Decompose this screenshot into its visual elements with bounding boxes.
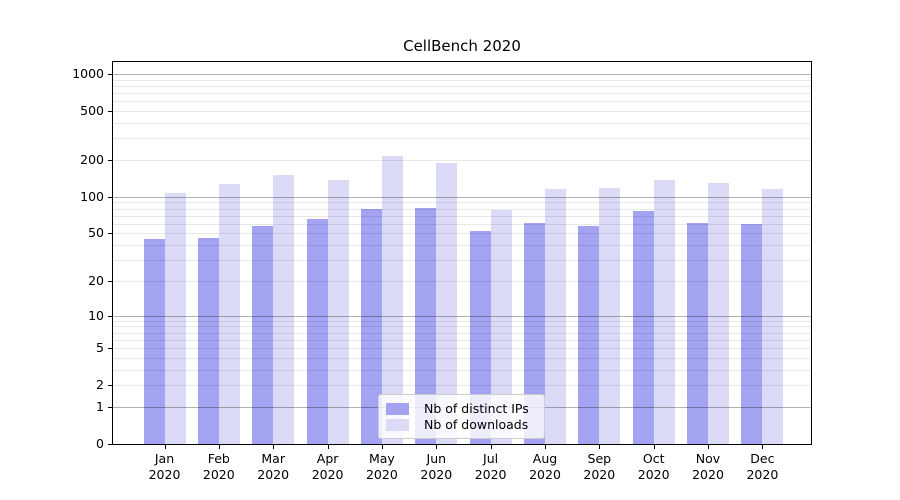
plot-area: Nb of distinct IPs Nb of downloads — [112, 61, 812, 445]
y-tick-20 — [108, 280, 112, 282]
x-tick-label-nov-2020: Nov 2020 — [692, 451, 724, 482]
bar-distinct-ips-jun-2020 — [415, 208, 437, 444]
x-tick-mar-2020 — [273, 445, 275, 449]
y-tick-label-0: 0 — [96, 436, 104, 451]
x-tick-label-dec-2020: Dec 2020 — [746, 451, 779, 482]
bar-downloads-nov-2020 — [708, 183, 729, 444]
bar-distinct-ips-jan-2020 — [143, 238, 165, 444]
bar-downloads-oct-2020 — [653, 180, 675, 444]
x-tick-label-sep-2020: Sep 2020 — [583, 451, 616, 482]
x-tick-dec-2020 — [762, 445, 764, 449]
x-tick-label-jun-2020: Jun 2020 — [420, 451, 453, 482]
bar-downloads-apr-2020 — [327, 180, 349, 444]
y-tick-100 — [108, 196, 112, 198]
y-tick-label-1000: 1000 — [72, 65, 104, 81]
x-tick-apr-2020 — [327, 445, 329, 449]
x-tick-may-2020 — [381, 445, 383, 449]
x-tick-label-may-2020: May 2020 — [365, 451, 398, 482]
bar-downloads-jun-2020 — [436, 163, 458, 444]
y-tick-500 — [108, 111, 112, 112]
x-tick-jan-2020 — [164, 445, 166, 449]
bar-downloads-sep-2020 — [599, 188, 621, 444]
legend-row-distinct-ips: Nb of distinct IPs — [386, 401, 536, 416]
bar-distinct-ips-feb-2020 — [197, 237, 219, 444]
y-tick-1000 — [108, 73, 112, 75]
y-tick-label-5: 5 — [96, 340, 104, 355]
bar-distinct-ips-jul-2020 — [469, 231, 491, 444]
y-tick-label-100: 100 — [80, 188, 104, 204]
bar-distinct-ips-dec-2020 — [741, 223, 763, 444]
x-tick-feb-2020 — [218, 445, 220, 449]
y-tick-2 — [108, 385, 112, 387]
y-tick-50 — [108, 233, 112, 235]
y-tick-0 — [108, 444, 112, 445]
x-tick-label-aug-2020: Aug 2020 — [529, 451, 561, 482]
bar-downloads-dec-2020 — [762, 189, 784, 444]
bar-distinct-ips-may-2020 — [360, 209, 382, 444]
bar-downloads-jul-2020 — [490, 210, 512, 444]
legend-label-downloads: Nb of downloads — [424, 417, 529, 432]
bar-distinct-ips-apr-2020 — [306, 218, 328, 444]
x-tick-jul-2020 — [490, 445, 492, 449]
x-tick-label-feb-2020: Feb 2020 — [202, 451, 235, 482]
bars — [113, 62, 811, 444]
y-tick-label-1: 1 — [96, 398, 104, 414]
legend: Nb of distinct IPs Nb of downloads — [378, 394, 545, 439]
x-tick-label-jan-2020: Jan 2020 — [148, 451, 181, 482]
bar-distinct-ips-nov-2020 — [687, 222, 708, 444]
y-tick-label-50: 50 — [88, 225, 104, 241]
bar-distinct-ips-aug-2020 — [524, 222, 545, 444]
chart-title: CellBench 2020 — [403, 37, 521, 55]
legend-row-downloads: Nb of downloads — [386, 417, 536, 432]
bar-downloads-may-2020 — [381, 156, 403, 444]
bar-downloads-jan-2020 — [164, 192, 186, 444]
y-tick-label-500: 500 — [80, 103, 104, 118]
bar-downloads-aug-2020 — [545, 189, 566, 444]
y-tick-label-20: 20 — [88, 272, 104, 288]
x-tick-sep-2020 — [599, 445, 601, 449]
legend-swatch-downloads — [386, 418, 409, 431]
x-tick-aug-2020 — [545, 445, 546, 449]
x-tick-jun-2020 — [436, 445, 438, 449]
x-tick-label-mar-2020: Mar 2020 — [257, 451, 290, 482]
x-tick-nov-2020 — [708, 445, 709, 449]
y-tick-label-200: 200 — [80, 151, 104, 167]
x-tick-label-jul-2020: Jul 2020 — [474, 451, 507, 482]
x-tick-label-apr-2020: Apr 2020 — [311, 451, 344, 482]
y-tick-5 — [108, 348, 112, 349]
legend-label-distinct-ips: Nb of distinct IPs — [424, 401, 529, 416]
bar-downloads-mar-2020 — [273, 174, 295, 444]
y-tick-1 — [108, 406, 112, 408]
bar-distinct-ips-sep-2020 — [578, 225, 600, 444]
bar-downloads-feb-2020 — [218, 183, 240, 444]
bar-distinct-ips-oct-2020 — [632, 211, 654, 444]
legend-swatch-distinct-ips — [386, 402, 409, 415]
x-tick-label-oct-2020: Oct 2020 — [637, 451, 670, 482]
bar-distinct-ips-mar-2020 — [252, 225, 274, 444]
x-tick-oct-2020 — [653, 445, 655, 449]
y-tick-200 — [108, 159, 112, 161]
y-tick-label-10: 10 — [88, 307, 104, 323]
y-tick-10 — [108, 315, 112, 317]
y-tick-label-2: 2 — [96, 377, 104, 393]
